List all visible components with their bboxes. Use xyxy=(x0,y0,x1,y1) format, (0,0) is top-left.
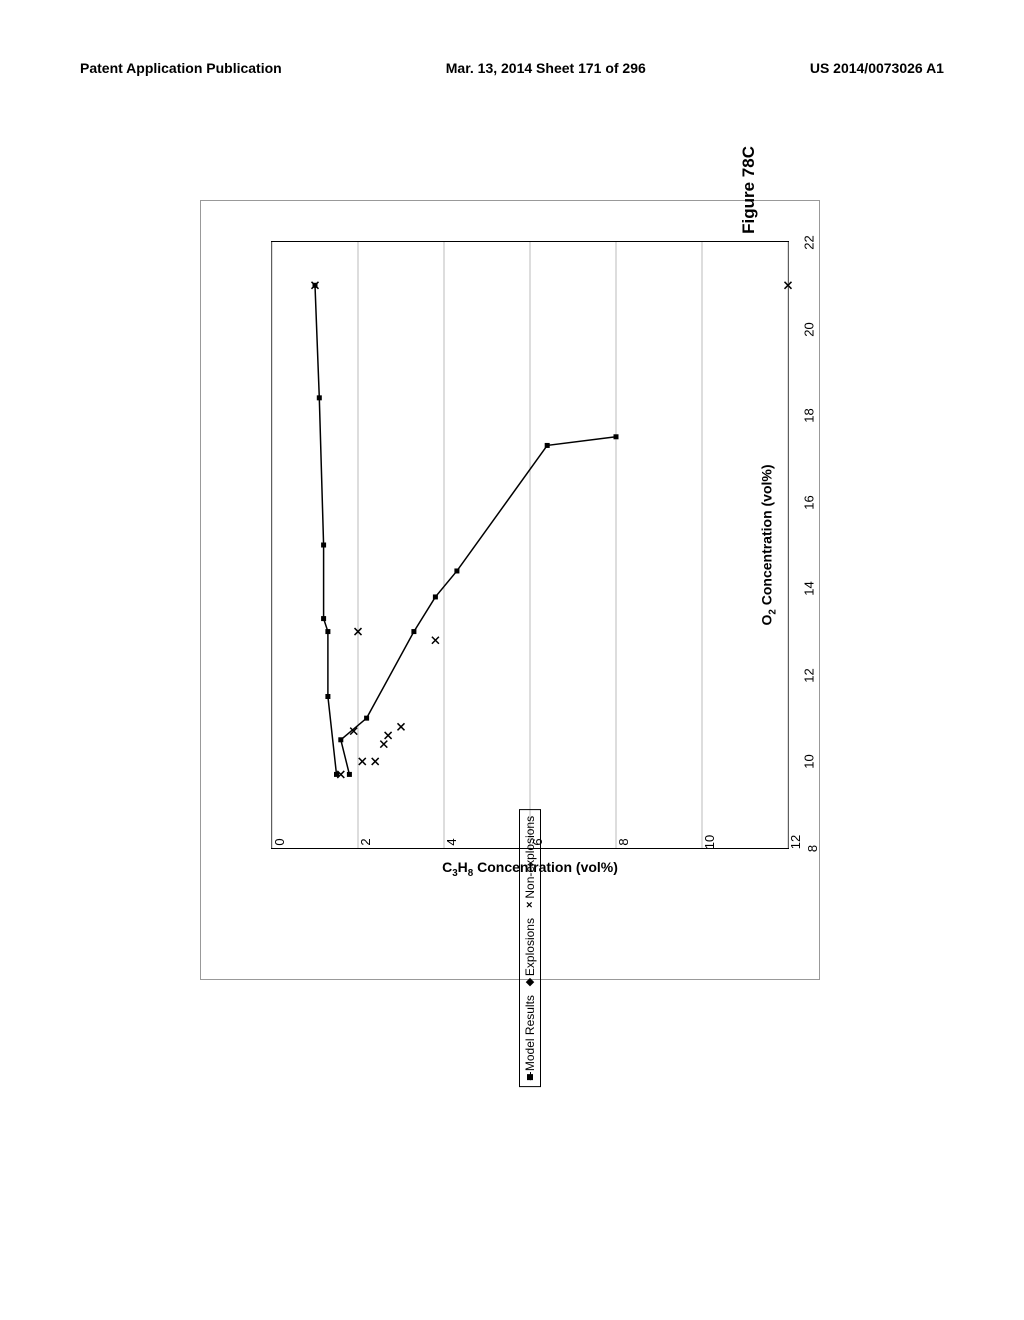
legend-nonexplosions: × Non-explosions xyxy=(523,816,537,908)
x-tick-label: 22 xyxy=(801,235,816,249)
header-left: Patent Application Publication xyxy=(80,60,282,76)
x-icon: × xyxy=(524,902,536,908)
y-tick-label: 2 xyxy=(358,832,373,852)
chart-legend: Model Results Explosions × Non-explosion… xyxy=(519,809,541,1087)
y-tick-label: 4 xyxy=(444,832,459,852)
x-tick-label: 8 xyxy=(805,845,820,852)
legend-label: Non-explosions xyxy=(523,816,537,899)
y-tick-label: 10 xyxy=(702,832,717,852)
y-tick-label: 8 xyxy=(616,832,631,852)
figure-container: Figure 78C 024681012810121416182022 C3H8… xyxy=(200,200,820,980)
figure-title: Figure 78C xyxy=(739,146,759,234)
x-axis-label: O2 Concentration (vol%) xyxy=(759,464,779,625)
x-tick-label: 10 xyxy=(801,755,816,769)
x-tick-label: 12 xyxy=(801,668,816,682)
y-tick-label: 12 xyxy=(788,832,803,852)
legend-label: Model Results xyxy=(523,995,537,1071)
header-right: US 2014/0073026 A1 xyxy=(810,60,944,76)
figure-inner: 024681012810121416182022 C3H8 Concentrat… xyxy=(271,241,789,849)
x-tick-label: 18 xyxy=(801,408,816,422)
legend-model: Model Results xyxy=(523,995,537,1080)
plot-area: 024681012810121416182022 xyxy=(271,241,789,849)
header-center: Mar. 13, 2014 Sheet 171 of 296 xyxy=(446,60,646,76)
page-header: Patent Application Publication Mar. 13, … xyxy=(0,60,1024,76)
x-tick-label: 16 xyxy=(801,495,816,509)
y-tick-label: 0 xyxy=(272,832,287,852)
x-tick-label: 14 xyxy=(801,582,816,596)
chart-svg xyxy=(272,242,788,848)
legend-label: Explosions xyxy=(523,918,537,976)
legend-explosions: Explosions xyxy=(523,918,537,985)
legend-line-icon xyxy=(530,1072,531,1080)
diamond-icon xyxy=(526,978,534,986)
x-tick-label: 20 xyxy=(801,322,816,336)
